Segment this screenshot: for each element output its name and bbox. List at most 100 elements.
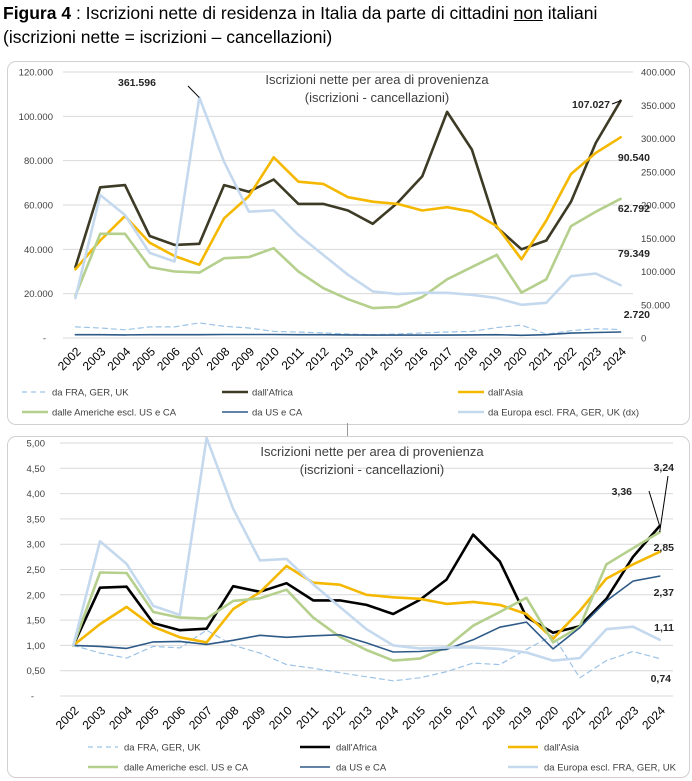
- y-tick-label: 5,00: [27, 439, 46, 450]
- x-tick-label: 2023: [575, 344, 604, 373]
- y-right-tick-label: 0: [641, 334, 646, 345]
- x-tick-label: 2010: [253, 344, 282, 373]
- chart-index: - 0,50 1,00 1,50 2,00 2,50 3,00 3,50 4,00 4,50 5,0…: [27, 437, 677, 774]
- series-line-dall-asia: [74, 136, 622, 271]
- y-tick-label: 4,50: [27, 464, 46, 475]
- x-tick-label: 2012: [319, 703, 348, 732]
- x-tick-label: 2023: [613, 703, 642, 732]
- annotation-leader-line: [648, 490, 661, 527]
- x-tick-label: 2017: [427, 344, 456, 373]
- x-tick-label: 2013: [346, 703, 375, 732]
- figure-title-underlined: non: [513, 3, 543, 23]
- x-tick-label: 2018: [451, 344, 480, 373]
- chart-title: Iscrizioni nette per area di provenienza: [265, 72, 489, 87]
- x-tick-label: 2008: [204, 344, 233, 373]
- x-tick-label: 2021: [559, 703, 588, 732]
- y-left-tick-label: 40.000: [24, 245, 53, 256]
- series-line-da-us-e-ca: [74, 331, 622, 337]
- y-right-tick-label: 150.000: [641, 234, 675, 245]
- x-tick-label: 2004: [106, 703, 135, 732]
- legend-label-dall-asia: dall'Asia: [544, 743, 580, 754]
- x-tick-label: 2016: [402, 344, 431, 373]
- series-line-da-europa-escl-fra-ger-uk-dx: [74, 96, 622, 307]
- x-tick-label: 2006: [154, 344, 183, 373]
- figure-title-text: : Iscrizioni nette di residenza in Itali…: [71, 3, 514, 23]
- x-tick-label: 2020: [501, 344, 530, 373]
- chart-panel-absolute: - 20.000 40.000 60.000 80.000 100.000 120.000 0…: [7, 61, 690, 425]
- data-label: 107.027: [572, 99, 610, 111]
- x-tick-label: 2003: [80, 703, 109, 732]
- x-tick-label: 2008: [213, 703, 242, 732]
- x-tick-label: 2024: [600, 344, 629, 373]
- figure-title: Figura 4 : Iscrizioni nette di residenza…: [3, 1, 691, 49]
- series-line-dalle-americhe-escl-us-e-ca: [74, 197, 622, 310]
- legend-label-da-fra-ger-uk: da FRA, GER, UK: [52, 388, 129, 399]
- y-right-tick-label: 200.000: [641, 201, 675, 212]
- y-left-tick-label: 120.000: [19, 68, 53, 79]
- chart-panel-index: - 0,50 1,00 1,50 2,00 2,50 3,00 3,50 4,00 4,50 5,0…: [7, 436, 690, 778]
- x-tick-label: 2009: [228, 344, 257, 373]
- y-tick-label: 3,50: [27, 514, 46, 525]
- legend-label-da-us-e-ca: da US e CA: [252, 408, 303, 419]
- annotation-leader-line: [187, 85, 200, 98]
- x-tick-label: 2013: [328, 344, 357, 373]
- x-tick-label: 2020: [533, 703, 562, 732]
- x-tick-label: 2018: [479, 703, 508, 732]
- x-tick-label: 2014: [352, 344, 381, 373]
- x-tick-label: 2004: [105, 344, 134, 373]
- y-right-tick-label: 300.000: [641, 134, 675, 145]
- x-tick-label: 2007: [179, 344, 208, 373]
- data-label: 2,37: [654, 587, 675, 599]
- legend-label-da-us-e-ca: da US e CA: [336, 763, 387, 774]
- data-label: 361.596: [118, 77, 156, 89]
- series-line-dalle-americhe-escl-us-e-ca: [72, 530, 662, 662]
- y-tick-label: -: [31, 692, 34, 703]
- y-right-tick-label: 50.000: [641, 300, 670, 311]
- y-left-tick-label: 20.000: [24, 289, 53, 300]
- x-tick-label: 2005: [133, 703, 162, 732]
- y-left-tick-label: 100.000: [19, 112, 53, 123]
- figure-title-end: italiani: [542, 3, 598, 23]
- chart-subtitle: (iscrizioni - cancellazioni): [300, 462, 445, 477]
- figure-label: Figura 4: [3, 3, 72, 23]
- data-label: 62.792: [618, 203, 650, 215]
- annotation-leader-line: [659, 475, 669, 533]
- x-tick-label: 2011: [293, 703, 321, 731]
- y-right-tick-label: 250.000: [641, 167, 675, 178]
- y-left-tick-label: -: [43, 334, 46, 345]
- x-tick-label: 2021: [526, 344, 555, 373]
- y-tick-label: 0,50: [27, 666, 46, 677]
- series-line-da-europa-escl-fra-ger-uk: [72, 437, 662, 662]
- x-tick-label: 2012: [303, 344, 332, 373]
- x-tick-label: 2003: [80, 344, 109, 373]
- x-tick-label: 2002: [55, 344, 84, 373]
- legend-label-da-fra-ger-uk: da FRA, GER, UK: [124, 743, 201, 754]
- data-label: 90.540: [618, 152, 650, 164]
- legend-label-dall-africa: dall'Africa: [252, 388, 294, 399]
- x-tick-label: 2011: [279, 344, 307, 372]
- x-tick-label: 2022: [586, 703, 615, 732]
- legend-label-dall-africa: dall'Africa: [336, 743, 378, 754]
- legend-label-dall-asia: dall'Asia: [488, 388, 524, 399]
- data-label: 2.720: [624, 309, 650, 321]
- data-label: 2,85: [654, 542, 675, 554]
- series-line-dall-africa: [74, 99, 622, 269]
- chart-title: Iscrizioni nette per area di provenienza: [260, 444, 484, 459]
- x-tick-label: 2009: [239, 703, 268, 732]
- x-tick-label: 2022: [551, 344, 580, 373]
- data-label: 0,74: [651, 673, 672, 685]
- x-tick-label: 2005: [129, 344, 158, 373]
- series-line-da-us-e-ca: [72, 575, 661, 653]
- y-right-tick-label: 400.000: [641, 68, 675, 79]
- x-tick-label: 2010: [266, 703, 295, 732]
- y-left-tick-label: 60.000: [24, 201, 53, 212]
- y-tick-label: 3,00: [27, 540, 46, 551]
- x-tick-label: 2017: [453, 703, 482, 732]
- x-tick-label: 2015: [399, 703, 428, 732]
- x-tick-label: 2002: [53, 703, 82, 732]
- legend-label-dalle-americhe-escl-us-e-ca: dalle Americhe escl. US e CA: [52, 408, 177, 419]
- x-tick-label: 2015: [377, 344, 406, 373]
- series-line-da-fra-ger-uk: [74, 322, 622, 336]
- y-tick-label: 2,50: [27, 565, 46, 576]
- x-tick-label: 2014: [373, 703, 402, 732]
